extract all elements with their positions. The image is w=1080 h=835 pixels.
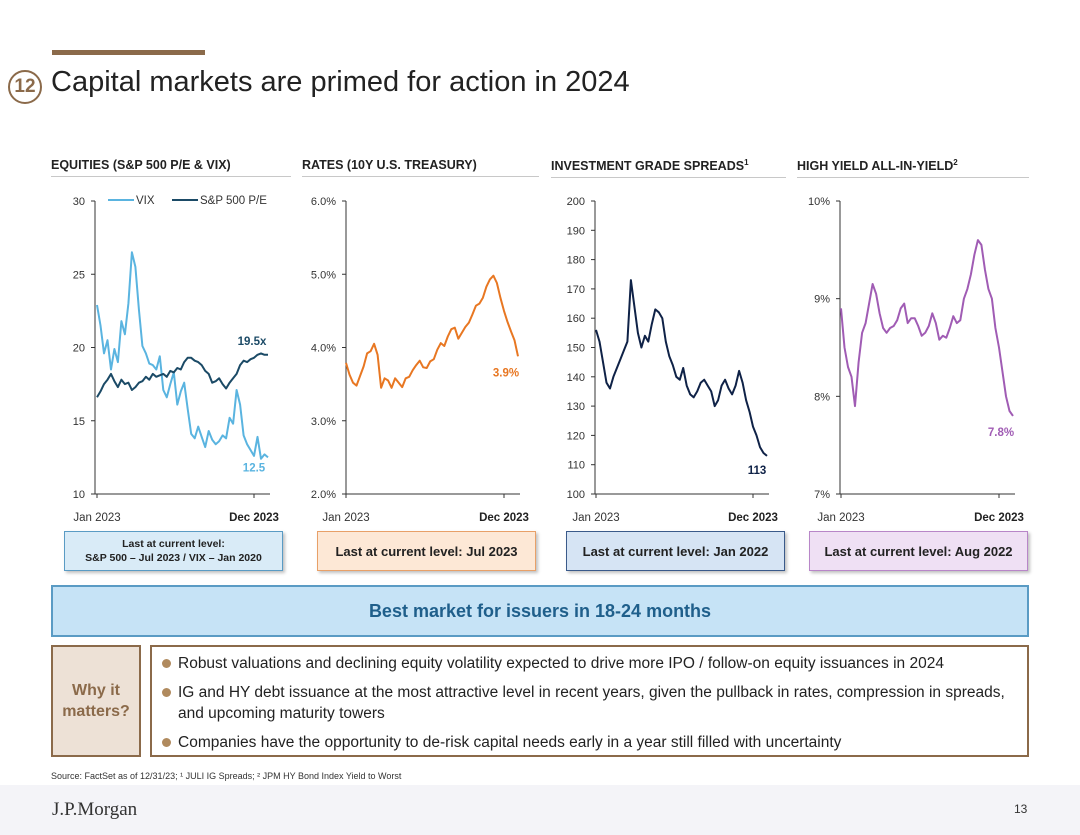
why-it-matters-box: Why it matters?	[51, 645, 141, 757]
slide-number-badge: 12	[8, 70, 42, 104]
hy-y-tick-label: 10%	[808, 196, 830, 208]
bullet-item: IG and HY debt issuance at the most attr…	[162, 682, 1017, 724]
jpmorgan-logo: J.P.Morgan	[52, 799, 138, 820]
ig-y-tick-label: 160	[567, 313, 585, 325]
best-market-banner: Best market for issuers in 18-24 months	[51, 585, 1029, 637]
equities-x-start-label: Jan 2023	[73, 512, 120, 524]
charts-canvas: 10 15 20 25 30 Jan 2023 Dec 2023 12.5 19.5x VIX S&…	[73, 195, 1024, 524]
ig-y-tick-label: 100	[567, 489, 585, 501]
ig-end-value-label: 113	[748, 465, 767, 477]
source-footnote: Source: FactSet as of 12/31/23; ¹ JULI I…	[51, 771, 402, 781]
level-box-rates: Last at current level: Jul 2023	[317, 531, 536, 571]
bullet-list: Robust valuations and declining equity v…	[150, 645, 1029, 757]
equities-series-line-vix	[96, 251, 269, 460]
rates-y-tick-label: 2.0%	[311, 489, 336, 501]
bullet-item: Companies have the opportunity to de-ris…	[162, 732, 1017, 753]
page-number: 13	[1014, 802, 1028, 816]
ig-y-tick-label: 180	[567, 255, 585, 267]
equities-end-value-label: 12.5	[243, 462, 266, 474]
equities-y-tick-label: 30	[73, 196, 85, 208]
hy-x-start-label: Jan 2023	[817, 512, 864, 524]
equities-x-end-label: Dec 2023	[229, 512, 279, 524]
hy-x-end-label: Dec 2023	[974, 512, 1024, 524]
rates-x-end-label: Dec 2023	[479, 512, 529, 524]
level-box-equities-line2: S&P 500 – Jul 2023 / VIX – Jan 2020	[85, 552, 262, 564]
equities-y-tick-label: 20	[73, 343, 85, 355]
ig-x-end-label: Dec 2023	[728, 512, 778, 524]
why-line1: Why it	[71, 682, 120, 699]
hy-y-tick-label: 7%	[814, 489, 830, 501]
ig-y-tick-label: 170	[567, 284, 585, 296]
chart-title-equities: EQUITIES (S&P 500 P/E & VIX)	[51, 158, 291, 177]
bullet-dot-icon	[162, 688, 171, 697]
hy-series-line-hy-yield-to-worst	[840, 239, 1014, 417]
chart-title-ig: INVESTMENT GRADE SPREADS1	[551, 158, 786, 179]
chart-title-rates: RATES (10Y U.S. TREASURY)	[302, 158, 539, 177]
rates-y-tick-label: 5.0%	[311, 269, 336, 281]
hy-end-value-label: 7.8%	[988, 427, 1014, 439]
equities-y-tick-label: 25	[73, 269, 85, 281]
legend-label-sp500: S&P 500 P/E	[200, 195, 267, 207]
rates-x-start-label: Jan 2023	[322, 512, 369, 524]
slide-title: Capital markets are primed for action in…	[51, 66, 630, 98]
title-accent-bar	[52, 50, 205, 55]
ig-y-tick-label: 120	[567, 430, 585, 442]
ig-y-tick-label: 200	[567, 196, 585, 208]
equities-y-tick-label: 10	[73, 489, 85, 501]
bullet-dot-icon	[162, 738, 171, 747]
ig-series-line-ig-spreads	[595, 279, 768, 457]
rates-y-tick-label: 4.0%	[311, 343, 336, 355]
ig-x-start-label: Jan 2023	[572, 512, 619, 524]
rates-series-line-10y-u-s-treasury	[345, 274, 519, 389]
why-line2: matters?	[62, 703, 130, 720]
rates-y-tick-label: 3.0%	[311, 416, 336, 428]
rates-y-tick-label: 6.0%	[311, 196, 336, 208]
level-box-hy: Last at current level: Aug 2022	[809, 531, 1028, 571]
level-box-ig: Last at current level: Jan 2022	[566, 531, 785, 571]
equities-series-line-s-p-500-p-e	[96, 352, 268, 398]
bullet-dot-icon	[162, 659, 171, 668]
bullet-item: Robust valuations and declining equity v…	[162, 653, 1017, 674]
ig-y-tick-label: 140	[567, 372, 585, 384]
ig-y-tick-label: 150	[567, 343, 585, 355]
equities-end-value-label: 19.5x	[238, 336, 267, 348]
ig-y-tick-label: 190	[567, 225, 585, 237]
hy-y-tick-label: 8%	[814, 391, 830, 403]
legend-label-vix: VIX	[136, 195, 155, 207]
footer-bar	[0, 785, 1080, 835]
hy-y-tick-label: 9%	[814, 294, 830, 306]
level-box-equities: Last at current level: S&P 500 – Jul 202…	[64, 531, 283, 571]
ig-y-tick-label: 130	[567, 401, 585, 413]
chart-title-hy: HIGH YIELD ALL-IN-YIELD2	[797, 158, 1029, 179]
equities-y-tick-label: 15	[73, 416, 85, 428]
rates-end-value-label: 3.9%	[493, 367, 519, 379]
level-box-equities-line1: Last at current level:	[122, 538, 225, 550]
ig-y-tick-label: 110	[567, 460, 585, 472]
